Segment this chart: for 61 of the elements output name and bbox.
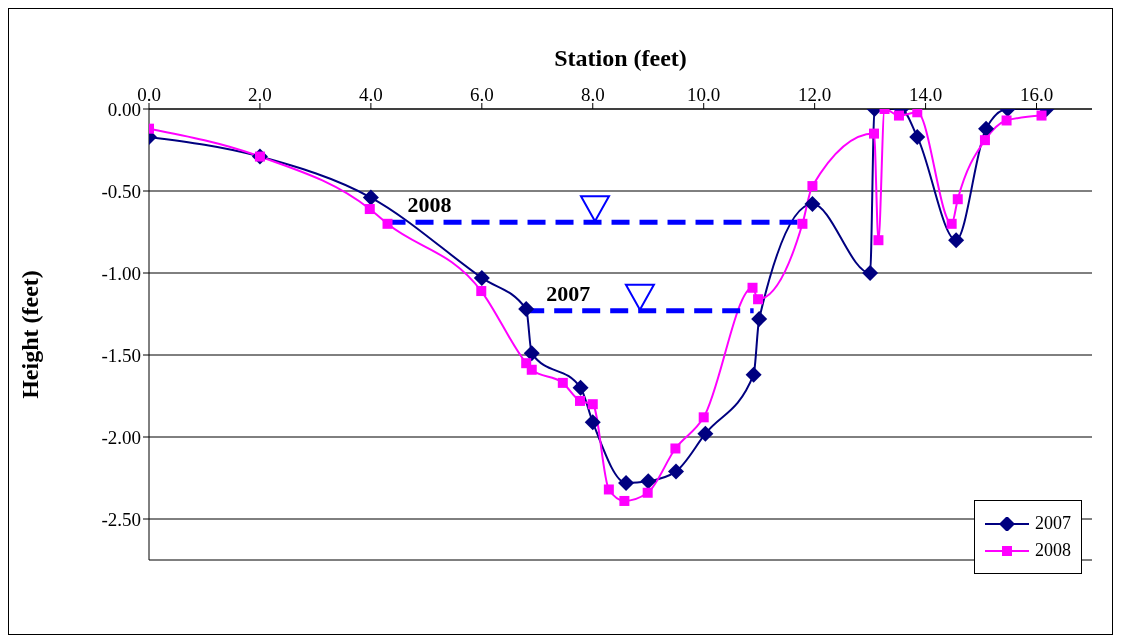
point — [797, 218, 808, 229]
x-tick-label: 2.0 — [248, 84, 272, 105]
point — [584, 414, 601, 431]
point — [698, 412, 709, 423]
point — [473, 269, 490, 286]
y-tick-label: -1.50 — [101, 344, 141, 366]
y-tick-label: -1.00 — [101, 262, 141, 284]
point — [952, 194, 963, 205]
x-tick-label: 10.0 — [687, 84, 721, 105]
x-tick-label: 4.0 — [359, 84, 383, 105]
point — [603, 484, 614, 495]
point — [382, 218, 393, 229]
legend-label: 2008 — [1035, 540, 1071, 561]
point — [1001, 115, 1012, 126]
annotation: 2007 — [546, 280, 591, 306]
point — [893, 110, 904, 121]
x-tick-label: 8.0 — [580, 84, 605, 105]
x-tick-label: 6.0 — [469, 84, 494, 105]
point — [751, 310, 768, 327]
point — [476, 286, 487, 297]
point — [979, 135, 990, 146]
point — [523, 345, 540, 362]
legend-label: 2007 — [1035, 513, 1071, 534]
x-axis-title: Station (feet) — [554, 45, 687, 72]
point — [572, 379, 589, 396]
point — [912, 109, 923, 118]
y-tick-label: -2.00 — [101, 426, 141, 448]
point — [862, 265, 879, 281]
y-axis-title: Height (feet) — [16, 270, 43, 399]
point — [909, 128, 926, 145]
point — [804, 196, 821, 213]
point — [873, 235, 884, 246]
point — [640, 473, 657, 490]
x-tick-label: 12.0 — [798, 84, 832, 105]
point — [667, 463, 684, 480]
y-tick-label: -2.50 — [101, 508, 141, 530]
point — [978, 120, 995, 137]
point — [869, 128, 879, 139]
point — [557, 377, 568, 388]
point — [619, 495, 630, 506]
point — [946, 218, 957, 229]
point — [364, 204, 375, 215]
point — [526, 364, 537, 375]
point — [753, 294, 764, 305]
x-tick-label: 16.0 — [1019, 84, 1054, 105]
point — [1036, 110, 1047, 121]
point — [697, 425, 714, 442]
point — [948, 232, 965, 249]
point — [575, 395, 586, 406]
point — [807, 181, 818, 192]
point — [642, 487, 653, 498]
x-tick-label: 14.0 — [908, 84, 943, 105]
point — [587, 399, 598, 410]
annotation: 2008 — [407, 192, 452, 218]
point — [747, 282, 758, 293]
point — [618, 474, 635, 491]
point — [518, 301, 535, 318]
point — [745, 366, 762, 383]
point — [362, 189, 379, 206]
y-tick-label: -0.50 — [101, 180, 141, 202]
point — [670, 443, 681, 454]
